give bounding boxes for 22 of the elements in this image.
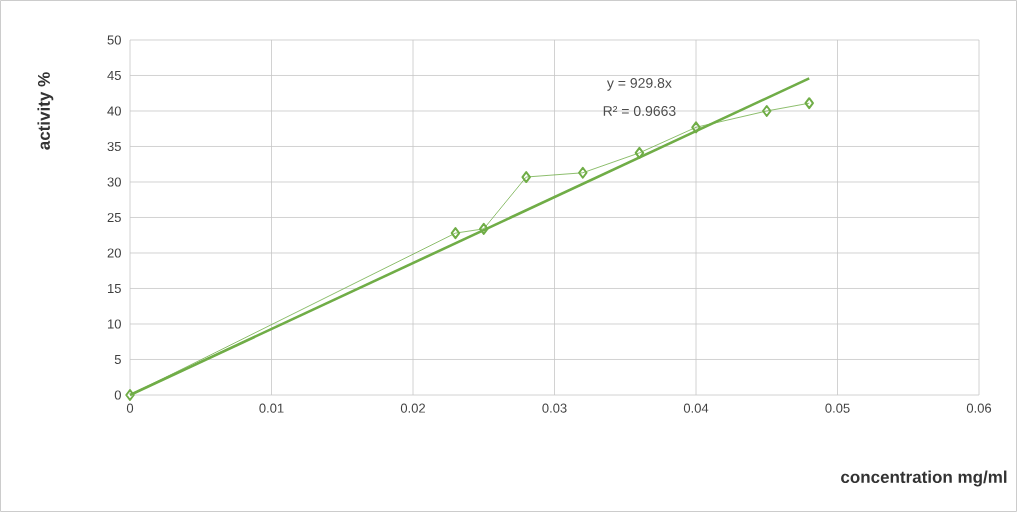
y-tick-label: 50 (107, 35, 121, 45)
y-tick-label: 0 (114, 390, 121, 400)
y-tick-label: 45 (107, 70, 121, 81)
y-tick-label: 25 (107, 212, 121, 223)
y-tick-label: 5 (114, 354, 121, 365)
x-axis-title: concentration mg/ml (841, 470, 1007, 487)
y-tick-label: 35 (107, 141, 121, 152)
x-tick-label: 0.03 (542, 403, 567, 413)
x-tick-label: 0.01 (259, 403, 284, 413)
y-tick-label: 15 (107, 283, 121, 294)
x-tick-label: 0.05 (825, 403, 850, 413)
x-tick-label: 0 (126, 403, 134, 413)
y-tick-label: 10 (107, 319, 121, 329)
x-tick-label: 0.02 (400, 403, 425, 413)
y-tick-label: 20 (107, 248, 121, 258)
annotation: y = 929.8x (606, 78, 672, 91)
y-tick-label: 40 (107, 106, 121, 116)
y-tick-label: 30 (107, 177, 121, 187)
x-tick-label: 0.04 (683, 403, 709, 413)
x-tick-label: 0.06 (966, 403, 992, 413)
y-axis-title: activity % (37, 72, 54, 150)
annotation: R² = 0.9663 (603, 106, 676, 116)
